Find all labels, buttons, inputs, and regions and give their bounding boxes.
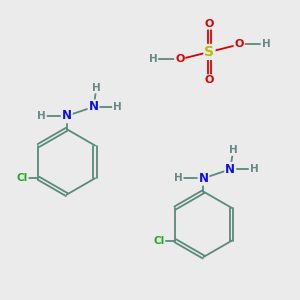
Text: N: N — [199, 172, 208, 185]
Text: Cl: Cl — [153, 236, 164, 246]
Text: H: H — [113, 102, 122, 112]
Text: N: N — [88, 100, 98, 113]
Text: N: N — [225, 163, 235, 176]
Text: H: H — [92, 82, 101, 93]
Text: N: N — [62, 109, 72, 122]
Text: H: H — [250, 164, 258, 174]
Text: H: H — [229, 145, 238, 155]
Text: H: H — [262, 40, 270, 50]
Text: O: O — [235, 40, 244, 50]
Text: O: O — [205, 75, 214, 85]
Text: H: H — [37, 111, 46, 121]
Text: Cl: Cl — [16, 173, 28, 183]
Text: H: H — [174, 173, 183, 183]
Text: H: H — [148, 54, 157, 64]
Text: O: O — [205, 19, 214, 29]
Text: S: S — [204, 45, 214, 59]
Text: O: O — [175, 54, 184, 64]
